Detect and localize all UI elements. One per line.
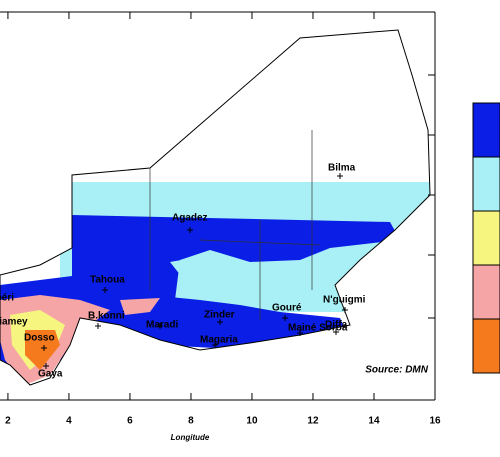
place-marker [337,173,343,179]
source-note: Source: DMN [365,365,429,376]
x-axis-label: Longitude [171,433,210,442]
x-tick-label: 8 [188,416,194,427]
place-label: N'guigmi [323,295,366,306]
place-label: Dosso [24,333,55,344]
place-label: B.konni [88,311,125,322]
place-marker [297,330,303,336]
place-marker [102,287,108,293]
place-marker [212,342,218,348]
place-marker [333,329,339,335]
region-borders [149,130,321,320]
legend-swatch [472,210,500,266]
place-label: Gaya [38,369,63,380]
place-marker [43,363,49,369]
x-tick-label: 10 [246,416,258,427]
place-marker [41,345,47,351]
place-marker [157,323,163,329]
place-label: Diffa [325,320,348,331]
place-marker [187,227,193,233]
place-marker [282,315,288,321]
place-label: Maradi [146,320,178,331]
place-label: Gouré [272,303,302,314]
place-label: Magaria [200,335,238,346]
place-marker [217,319,223,325]
place-label: Agadez [172,213,208,224]
place-label: Zinder [204,310,235,321]
place-label: Tillabéri [0,293,14,304]
legend-swatch [472,102,500,158]
place-label: Mainé Soroa [288,323,348,334]
country-border [0,29,431,386]
x-tick-label: 4 [66,416,72,427]
place-label: Bilma [328,163,356,174]
legend-swatch [472,156,500,212]
place-label: Niamey [0,317,28,328]
place-marker [95,323,101,329]
legend-swatch [472,318,500,374]
x-tick-label: 14 [368,416,380,427]
legend-swatch [472,264,500,320]
x-tick-label: 2 [5,416,11,427]
x-tick-label: 16 [429,416,441,427]
legend [472,102,500,374]
x-tick-label: 6 [127,416,133,427]
x-tick-label: 12 [307,416,319,427]
place-label: Tahoua [90,275,125,286]
place-marker [342,307,348,313]
